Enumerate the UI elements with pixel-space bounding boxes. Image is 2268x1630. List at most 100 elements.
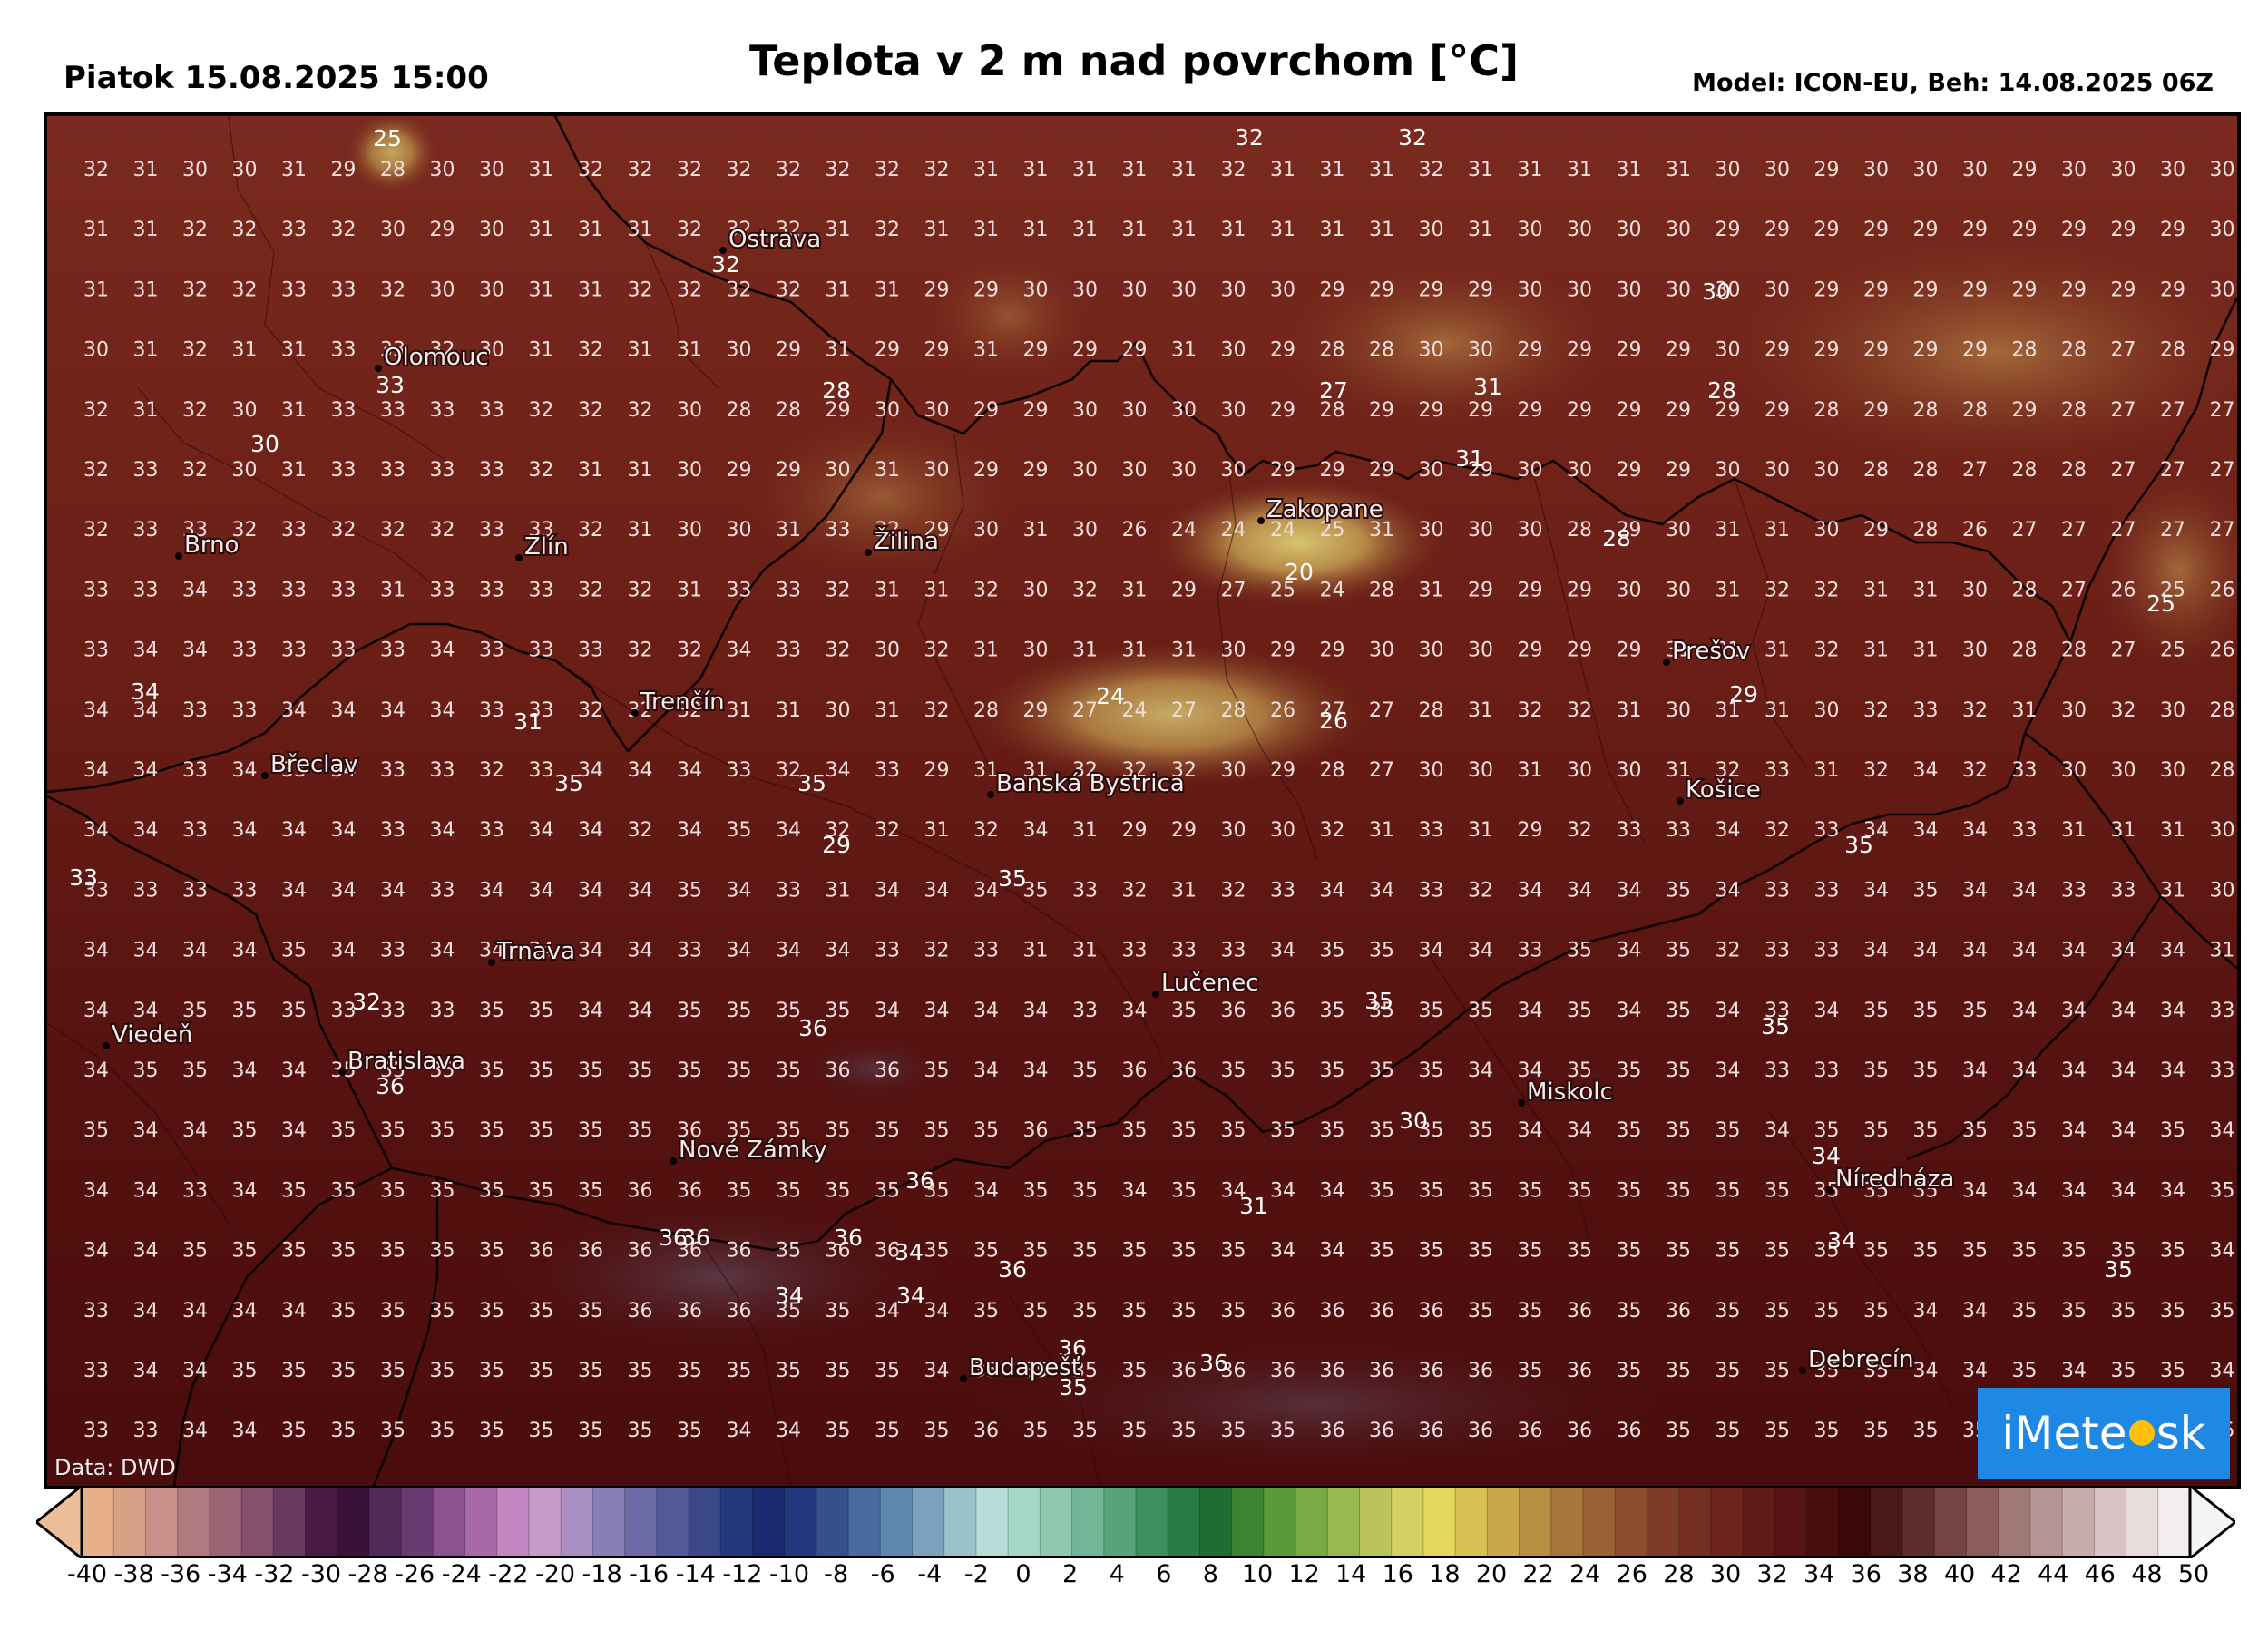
city-bratislava: Bratislava bbox=[338, 1046, 467, 1077]
grid-temperature-value: 35 bbox=[1023, 1360, 1049, 1382]
grid-temperature-value: 35 bbox=[479, 1420, 504, 1442]
grid-temperature-value: 31 bbox=[1171, 639, 1197, 662]
grid-temperature-value: 35 bbox=[1072, 1360, 1098, 1382]
grid-temperature-value: 34 bbox=[331, 819, 357, 842]
grid-temperature-value: 29 bbox=[1270, 399, 1295, 422]
extreme-temperature-label: 36 bbox=[1199, 1350, 1228, 1376]
grid-temperature-value: 30 bbox=[1962, 639, 1988, 662]
grid-temperature-value: 34 bbox=[83, 699, 109, 722]
model-run-info: Model: ICON-EU, Beh: 14.08.2025 06Z bbox=[1692, 69, 2214, 97]
color-scale-cell bbox=[273, 1486, 307, 1558]
color-scale-cell bbox=[2157, 1486, 2191, 1558]
grid-temperature-value: 27 bbox=[1369, 759, 1394, 782]
grid-temperature-value: 35 bbox=[1666, 1000, 1691, 1022]
grid-temperature-value: 31 bbox=[875, 579, 900, 601]
grid-temperature-value: 33 bbox=[83, 1360, 109, 1382]
grid-temperature-value: 35 bbox=[826, 1360, 851, 1382]
grid-temperature-value: 35 bbox=[182, 1240, 208, 1263]
grid-temperature-value: 31 bbox=[1320, 159, 1345, 181]
color-scale-tick-label: 26 bbox=[1616, 1560, 1647, 1588]
color-scale-cell bbox=[528, 1486, 562, 1558]
grid-temperature-value: 34 bbox=[479, 879, 504, 902]
grid-temperature-value: 28 bbox=[1320, 339, 1345, 362]
grid-temperature-value: 28 bbox=[2012, 459, 2038, 482]
grid-temperature-value: 35 bbox=[281, 1240, 307, 1263]
grid-temperature-value: 31 bbox=[1567, 159, 1592, 181]
grid-temperature-value: 32 bbox=[924, 940, 950, 962]
grid-temperature-value: 31 bbox=[776, 519, 801, 542]
grid-temperature-value: 34 bbox=[83, 940, 109, 962]
grid-temperature-value: 34 bbox=[133, 1240, 159, 1263]
grid-temperature-value: 35 bbox=[1369, 1240, 1394, 1263]
grid-temperature-value: 29 bbox=[924, 339, 950, 362]
color-scale-tick-label: 38 bbox=[1897, 1560, 1929, 1588]
grid-temperature-value: 31 bbox=[1122, 639, 1148, 662]
grid-temperature-value: 35 bbox=[1814, 1119, 1840, 1142]
color-scale-tick-label: -20 bbox=[534, 1560, 576, 1588]
grid-temperature-value: 30 bbox=[677, 399, 702, 422]
grid-temperature-value: 30 bbox=[875, 639, 900, 662]
grid-temperature-value: 29 bbox=[1814, 339, 1840, 362]
imeteo-logo[interactable]: iMete sk bbox=[1978, 1388, 2230, 1479]
grid-temperature-value: 24 bbox=[1221, 519, 1246, 542]
grid-temperature-value: 31 bbox=[1369, 819, 1394, 842]
logo-text-end: sk bbox=[2156, 1407, 2206, 1459]
grid-temperature-value: 33 bbox=[331, 399, 357, 422]
grid-temperature-value: 29 bbox=[2012, 159, 2038, 181]
color-scale-cell bbox=[2094, 1486, 2127, 1558]
grid-temperature-value: 35 bbox=[1221, 1240, 1246, 1263]
grid-temperature-value: 33 bbox=[331, 579, 357, 601]
grid-temperature-value: 30 bbox=[1567, 219, 1592, 241]
color-scale-cell bbox=[561, 1486, 593, 1558]
grid-temperature-value: 35 bbox=[1716, 1179, 1741, 1202]
city-label: Zakopane bbox=[1266, 496, 1383, 523]
grid-temperature-value: 35 bbox=[529, 1420, 554, 1442]
grid-temperature-value: 35 bbox=[1814, 1420, 1840, 1442]
grid-temperature-value: 27 bbox=[1171, 699, 1197, 722]
grid-temperature-value: 35 bbox=[1666, 1420, 1691, 1442]
grid-temperature-value: 34 bbox=[331, 879, 357, 902]
grid-temperature-value: 35 bbox=[1716, 1119, 1741, 1142]
grid-temperature-value: 31 bbox=[281, 399, 307, 422]
grid-temperature-value: 35 bbox=[578, 1119, 603, 1142]
grid-temperature-value: 34 bbox=[1913, 1300, 1939, 1323]
grid-temperature-value: 35 bbox=[430, 1119, 455, 1142]
grid-temperature-value: 34 bbox=[677, 819, 702, 842]
grid-temperature-value: 36 bbox=[1419, 1360, 1444, 1382]
grid-temperature-value: 33 bbox=[430, 399, 455, 422]
grid-temperature-value: 24 bbox=[1122, 699, 1148, 722]
extreme-temperature-label: 34 bbox=[775, 1283, 804, 1309]
grid-temperature-value: 34 bbox=[2012, 1000, 2038, 1022]
grid-temperature-value: 27 bbox=[2061, 579, 2087, 601]
color-scale-cell bbox=[1678, 1486, 1712, 1558]
grid-temperature-value: 34 bbox=[133, 1000, 159, 1022]
color-scale-tick-label: -34 bbox=[207, 1560, 248, 1588]
grid-temperature-value: 35 bbox=[182, 1059, 208, 1082]
grid-temperature-value: 36 bbox=[529, 1240, 554, 1263]
grid-temperature-value: 35 bbox=[281, 1179, 307, 1202]
grid-temperature-value: 35 bbox=[1419, 1119, 1444, 1142]
grid-temperature-value: 32 bbox=[232, 278, 258, 301]
grid-temperature-value: 35 bbox=[1270, 1059, 1295, 1082]
grid-temperature-value: 28 bbox=[2061, 339, 2087, 362]
extreme-temperature-label: 32 bbox=[711, 251, 740, 278]
grid-temperature-value: 35 bbox=[1765, 1240, 1790, 1263]
grid-temperature-value: 30 bbox=[1419, 519, 1444, 542]
extreme-temperature-label: 30 bbox=[250, 431, 279, 457]
grid-temperature-value: 32 bbox=[182, 278, 208, 301]
grid-temperature-value: 35 bbox=[826, 1119, 851, 1142]
color-scale-tick-label: -28 bbox=[347, 1560, 388, 1588]
extreme-temperature-label: 35 bbox=[1844, 832, 1873, 858]
grid-temperature-value: 35 bbox=[826, 1179, 851, 1202]
extreme-temperature-label: 35 bbox=[797, 770, 826, 796]
grid-temperature-value: 36 bbox=[1419, 1300, 1444, 1323]
color-scale-tick-label: 0 bbox=[1015, 1560, 1031, 1588]
grid-temperature-value: 32 bbox=[1567, 819, 1592, 842]
city-label: Břeclav bbox=[270, 751, 358, 778]
grid-temperature-value: 28 bbox=[1369, 339, 1394, 362]
grid-temperature-value: 31 bbox=[1518, 159, 1543, 181]
grid-temperature-value: 33 bbox=[83, 1300, 109, 1323]
grid-temperature-value: 29 bbox=[1716, 399, 1741, 422]
grid-temperature-value: 33 bbox=[1419, 879, 1444, 902]
grid-temperature-value: 35 bbox=[924, 1059, 950, 1082]
